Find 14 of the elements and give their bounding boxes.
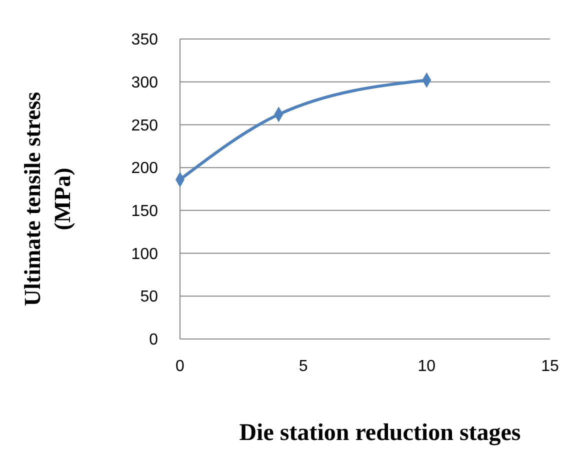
x-axis-title: Die station reduction stages: [239, 420, 521, 446]
y-tick-label: 200: [131, 160, 158, 178]
x-tick-label: 0: [176, 358, 185, 375]
y-tick-label: 350: [131, 32, 158, 49]
y-tick-label: 50: [140, 288, 158, 306]
y-tick-label: 150: [131, 203, 158, 220]
y-tick-label: 0: [149, 332, 158, 349]
x-tick-label: 15: [541, 358, 559, 375]
y-tick-label: 300: [131, 74, 158, 92]
x-tick-label: 5: [298, 358, 308, 375]
y-tick-label: 250: [131, 117, 158, 134]
y-tick-label: 100: [131, 246, 158, 263]
y-axis-title: Ultimate tensile stress (MPa): [20, 92, 75, 306]
x-tick-label: 10: [418, 358, 436, 375]
